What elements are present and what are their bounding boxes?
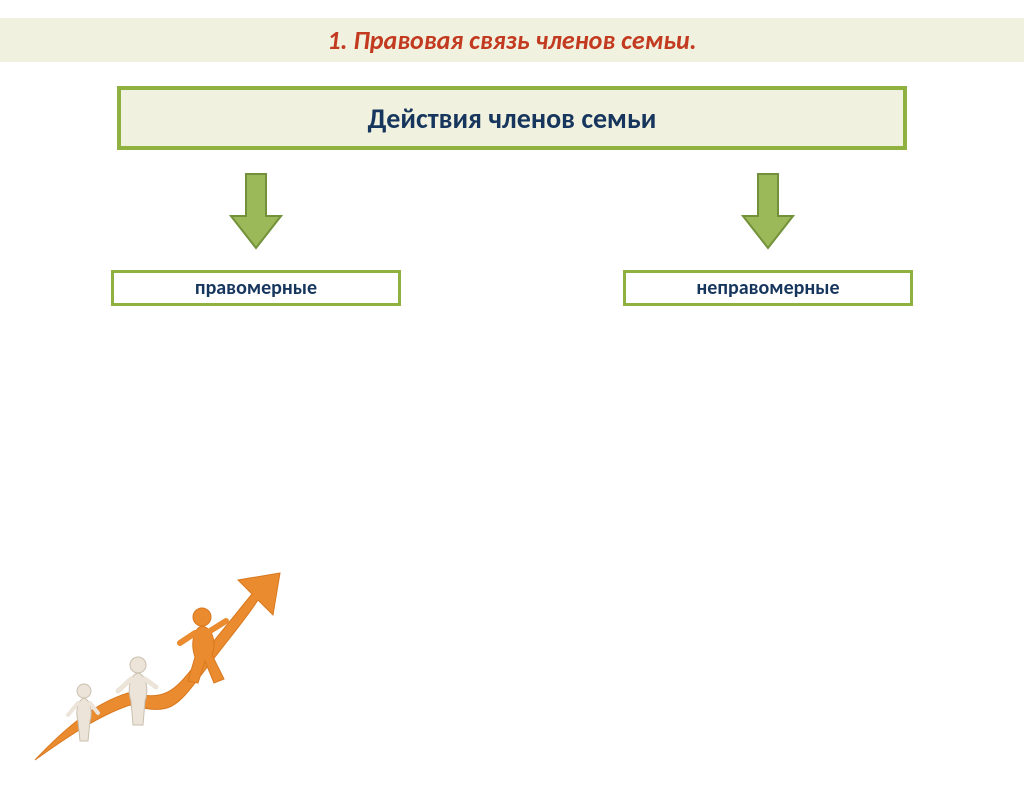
arrow-left-wrap	[66, 172, 446, 250]
growth-arrow-icon	[30, 565, 290, 765]
root-concept-box: Действия членов семьи	[117, 86, 907, 150]
arrows-row	[0, 172, 1024, 250]
arrow-right-wrap	[578, 172, 958, 250]
slide-title-text: 1. Правовая связь членов семьи.	[327, 24, 696, 56]
arrow-down-icon	[229, 172, 283, 250]
leaf-row: правомерные неправомерные	[0, 270, 1024, 306]
leaf-box-unlawful: неправомерные	[623, 270, 913, 306]
leaf-label: неправомерные	[696, 276, 839, 300]
leaf-label: правомерные	[195, 276, 317, 300]
decorative-growth-graphic	[30, 565, 290, 765]
slide-title: 1. Правовая связь членов семьи.	[0, 18, 1024, 62]
root-concept-label: Действия членов семьи	[368, 101, 657, 136]
leaf-box-lawful: правомерные	[111, 270, 401, 306]
arrow-down-icon	[741, 172, 795, 250]
